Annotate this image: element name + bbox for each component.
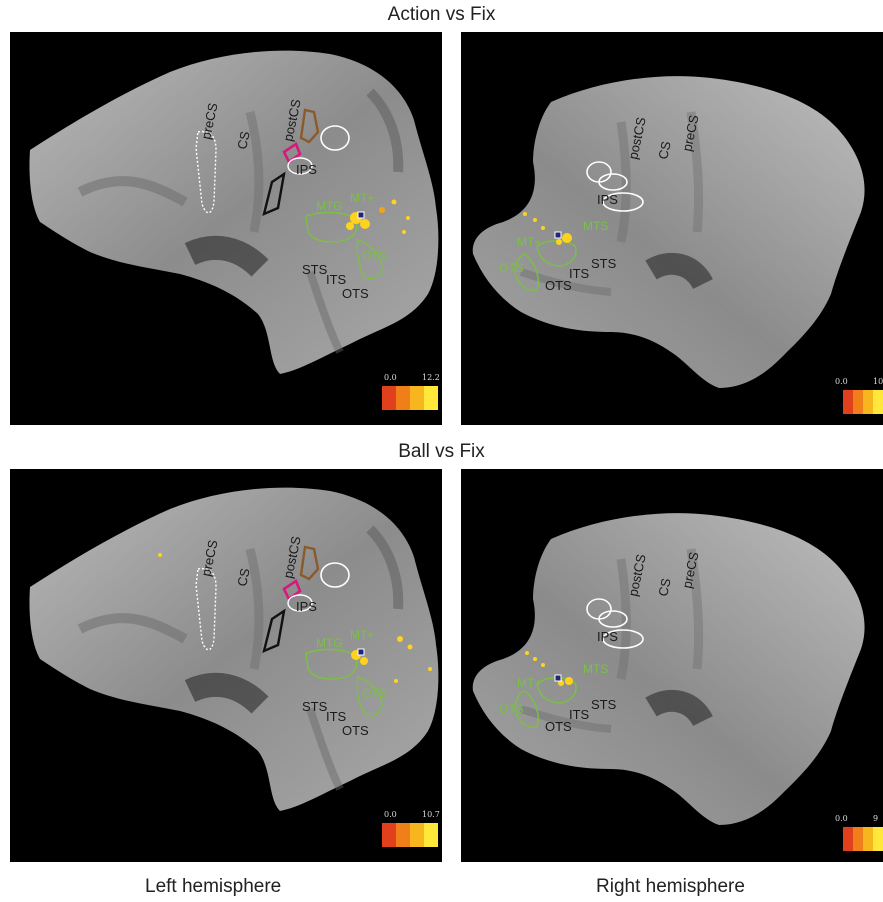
label-ots: OTS [545, 278, 572, 293]
magenta-roi [282, 579, 302, 601]
ips-roi-1 [320, 125, 350, 151]
label-left-hemisphere: Left hemisphere [145, 876, 282, 897]
focus-marker [554, 231, 562, 239]
label-ots-roi: OTS [499, 261, 524, 275]
scale-max: 9 [873, 814, 878, 823]
label-its: ITS [569, 707, 590, 722]
activation-cluster [523, 212, 572, 245]
ips-roi-2 [598, 610, 628, 628]
black-roi [262, 171, 286, 217]
left-hemisphere-panel-ball: preCS CS postCS IPS STS ITS OTS MTG MT+ … [10, 469, 442, 862]
label-mtplus: MT+ [517, 676, 541, 690]
left-hemisphere-panel-action: preCS CS postCS IPS STS ITS OTS MTG MT+ … [10, 32, 442, 425]
label-ots: OTS [545, 719, 572, 734]
ips-roi-3 [602, 192, 644, 212]
scale-min: 0.0 [384, 373, 397, 382]
focus-marker [357, 211, 365, 219]
row-title-action: Action vs Fix [387, 4, 496, 25]
row-title-ball: Ball vs Fix [398, 441, 485, 462]
activation-cluster [158, 553, 432, 683]
label-mtg: MTG [316, 636, 343, 650]
label-ips: IPS [296, 599, 317, 614]
label-cs: CS [655, 140, 673, 161]
label-mtplus: MT+ [517, 235, 541, 249]
label-mts: MTS [583, 662, 608, 676]
focus-marker [357, 648, 365, 656]
cortex-surface [29, 487, 439, 811]
label-sts: STS [302, 262, 328, 277]
label-ips: IPS [597, 192, 618, 207]
colorbar [843, 390, 883, 414]
label-ots-roi: OTS [362, 249, 387, 263]
label-cs: CS [234, 567, 252, 588]
black-roi [262, 608, 286, 654]
left-flatmap: preCS CS postCS IPS STS ITS OTS MTG MT+ … [29, 50, 440, 410]
ips-roi-2 [287, 157, 313, 175]
ips-roi-1 [320, 562, 350, 588]
ips-roi-2 [598, 173, 628, 191]
label-ips: IPS [597, 629, 618, 644]
right-hemisphere-panel-action: postCS CS preCS IPS STS ITS OTS MTS MT+ … [461, 32, 883, 425]
mtg-roi [305, 211, 358, 243]
label-its: ITS [569, 266, 590, 281]
cortex-surface [29, 50, 439, 375]
cortex-surface [472, 513, 865, 825]
scale-min: 0.0 [835, 814, 848, 823]
label-ips: IPS [296, 162, 317, 177]
mtg-roi [305, 648, 358, 680]
label-ots-roi: OTS [499, 702, 524, 716]
label-mtplus: MT+ [350, 628, 374, 642]
mts-roi [536, 240, 577, 267]
magenta-roi [282, 142, 302, 164]
label-mtg: MTG [316, 199, 343, 213]
brown-roi [299, 108, 320, 144]
label-cs: CS [655, 577, 673, 598]
right-hemisphere-panel-ball: postCS CS preCS IPS STS ITS OTS MTS MT+ … [461, 469, 883, 862]
ips-roi-2 [287, 594, 313, 612]
activation-cluster [525, 651, 573, 686]
label-ots-roi: OTS [362, 686, 387, 700]
right-flatmap: postCS CS preCS IPS STS ITS OTS MTS MT+ … [472, 513, 883, 851]
focus-marker [554, 674, 562, 682]
cortex-surface [472, 76, 865, 389]
label-sts: STS [591, 697, 617, 712]
ots-roi [514, 690, 539, 728]
ots-roi [356, 239, 383, 280]
colorbar [382, 386, 438, 410]
left-flatmap: preCS CS postCS IPS STS ITS OTS MTG MT+ … [29, 487, 440, 847]
scale-max: 12.2 [422, 373, 440, 382]
label-sts: STS [591, 256, 617, 271]
scale-min: 0.0 [384, 810, 397, 819]
label-cs: CS [234, 130, 252, 151]
scale-max: 10 [873, 377, 883, 386]
brown-roi [299, 545, 320, 581]
label-mts: MTS [583, 219, 608, 233]
label-right-hemisphere: Right hemisphere [596, 876, 745, 897]
label-ots: OTS [342, 286, 369, 301]
label-ots: OTS [342, 723, 369, 738]
label-its: ITS [326, 709, 347, 724]
ips-roi-3 [602, 629, 644, 649]
scale-max: 10.7 [422, 810, 440, 819]
scale-min: 0.0 [835, 377, 848, 386]
label-sts: STS [302, 699, 328, 714]
label-mtplus: MT+ [350, 191, 374, 205]
ots-roi [514, 253, 539, 291]
right-flatmap: postCS CS preCS IPS STS ITS OTS MTS MT+ … [472, 76, 883, 414]
colorbar [843, 827, 883, 851]
ots-roi [356, 676, 383, 717]
colorbar [382, 823, 438, 847]
label-its: ITS [326, 272, 347, 287]
